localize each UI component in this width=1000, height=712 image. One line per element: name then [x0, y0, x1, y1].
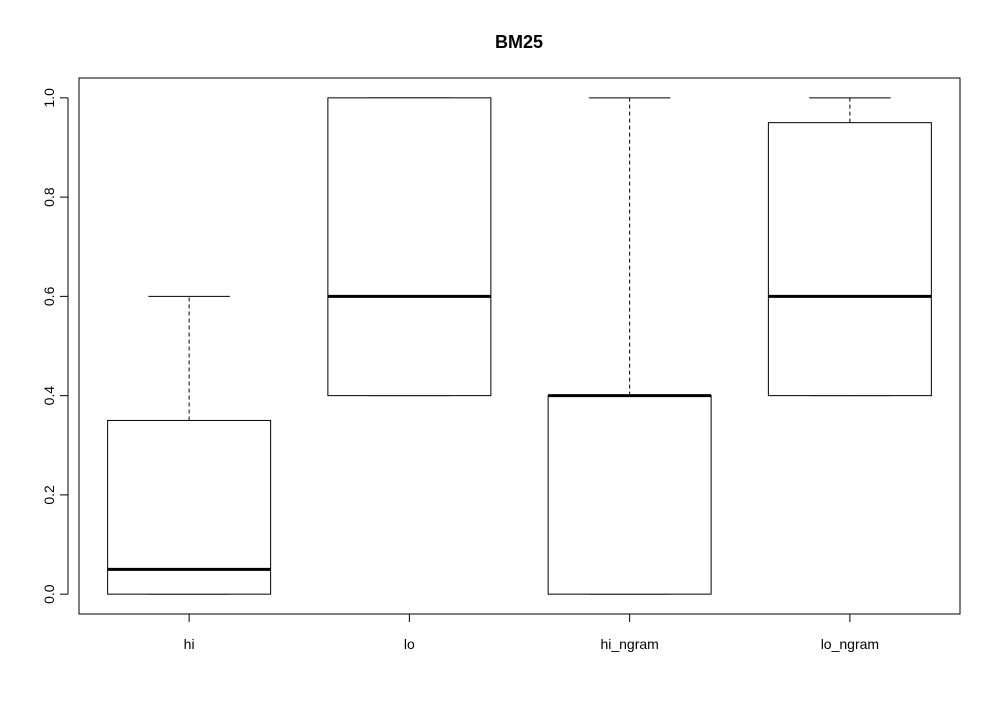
boxes: [107, 97, 932, 595]
y-tick-label: 0.4: [41, 386, 57, 406]
x-tick-label: hi_ngram: [600, 636, 658, 652]
y-tick-label: 0.6: [41, 286, 57, 306]
iqr-box: [327, 97, 492, 397]
x-axis: hi lo hi_ngram lo_ngram: [184, 614, 879, 652]
y-tick-label: 1.0: [41, 88, 57, 108]
box-lo: [327, 97, 492, 397]
x-tick-label: lo: [404, 636, 415, 652]
chart-title: BM25: [495, 32, 543, 52]
iqr-box: [107, 419, 272, 595]
plot-frame: [78, 77, 961, 615]
box-lo-ngram: [767, 97, 932, 397]
iqr-box: [547, 395, 712, 595]
y-tick-label: 0.8: [41, 187, 57, 207]
x-tick-label: hi: [184, 636, 195, 652]
box-hi-ngram: [547, 97, 712, 595]
iqr-box: [767, 122, 932, 397]
y-tick-label: 0.2: [41, 485, 57, 505]
y-axis: 0.0 0.2 0.4 0.6 0.8 1.0: [41, 88, 69, 604]
x-tick-label: lo_ngram: [821, 636, 879, 652]
y-tick-label: 0.0: [41, 584, 57, 604]
box-hi: [107, 295, 272, 595]
